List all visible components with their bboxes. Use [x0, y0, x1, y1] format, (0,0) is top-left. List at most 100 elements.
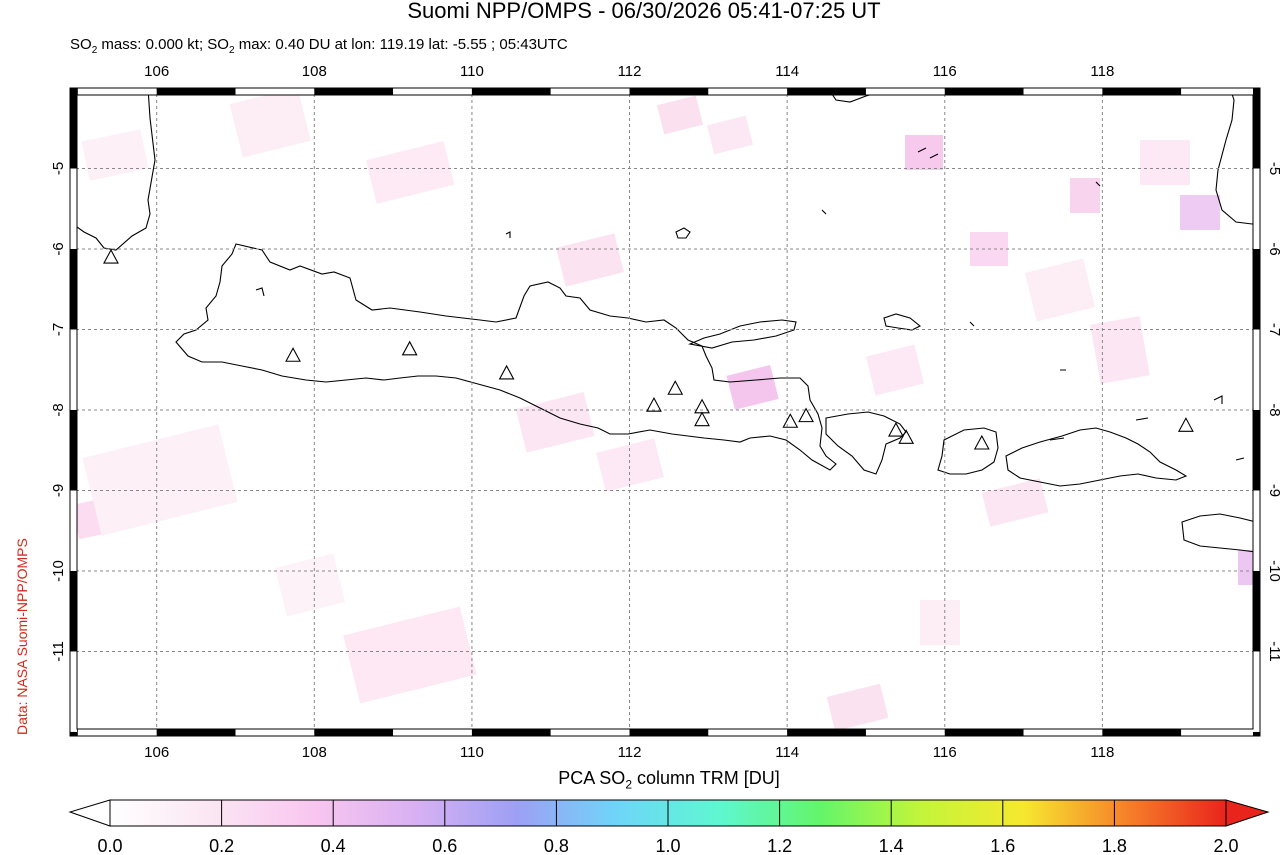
frame-bar-bottom: [1181, 729, 1260, 736]
colorbar-tick-label: 0.4: [321, 836, 346, 855]
lat-tick-right: -9: [1266, 484, 1283, 497]
frame-bar-right: [1253, 651, 1260, 732]
frame-bar-bottom: [471, 729, 551, 736]
frame-bar-top: [235, 88, 315, 95]
colorbar-max-arrow: [1225, 799, 1270, 827]
frame-bar-left: [70, 248, 77, 330]
frame-bar-top: [156, 88, 236, 95]
frame-bar-top: [865, 88, 945, 95]
frame-bar-bottom: [77, 729, 157, 736]
frame-bar-top: [471, 88, 551, 95]
lon-tick-bottom: 118: [1090, 744, 1114, 761]
frame-bar-left: [70, 329, 77, 410]
frame-bar-bottom: [1102, 729, 1182, 736]
frame-bar-top: [550, 88, 630, 95]
lat-tick-right: -7: [1266, 323, 1283, 336]
volcano-marker: [103, 248, 119, 264]
colorbar-title-subscript: 2: [625, 777, 632, 792]
coastlines: [70, 88, 1260, 553]
volcano-marker: [782, 413, 799, 428]
so2-subscript-2: 2: [228, 45, 235, 56]
lat-tick-left: -7: [50, 323, 67, 336]
frame-bar-bottom: [314, 729, 394, 736]
lombok-coast: [937, 427, 999, 475]
colorbar-title: PCA SO2 column TRM [DU]: [0, 768, 1288, 792]
frame-bar-bottom: [1023, 729, 1103, 736]
colorbar-tick-label: 1.2: [767, 836, 792, 855]
madura-coast: [688, 319, 797, 349]
java-coast: [175, 243, 837, 471]
gridlines: [70, 88, 1260, 736]
frame-bar-top: [944, 88, 1024, 95]
lat-tick-left: -5: [50, 162, 67, 175]
lon-tick-bottom: 116: [933, 744, 957, 761]
frame-bar-bottom: [865, 729, 945, 736]
volcano-marker: [401, 340, 418, 356]
sumbawa-coast: [1005, 427, 1188, 487]
so2-pixels: [71, 88, 1260, 731]
frame-bar-right: [1253, 570, 1260, 652]
sumba-coast: [1181, 513, 1260, 553]
frame-bar-top: [708, 88, 788, 95]
volcano-marker: [898, 429, 915, 444]
volcano-marker: [887, 421, 904, 437]
colorbar-title-prefix: PCA SO: [558, 768, 626, 788]
lon-tick-top: 114: [775, 63, 799, 80]
frame-bar-top: [314, 88, 394, 95]
bawean-coast: [675, 227, 691, 239]
small-islands: [255, 147, 1245, 461]
colorbar-tick-label: 1.4: [879, 836, 904, 855]
frame-bar-left: [70, 651, 77, 732]
volcano-marker: [667, 380, 684, 395]
frame-bar-left: [70, 409, 77, 491]
so2-max-text: max: 0.40 DU at lon: 119.19 lat: -5.55 ;…: [234, 36, 568, 53]
colorbar: 0.0 0.2 0.4 0.6 0.8 1.0 1.2 1.4 1.6 1.8 2.0: [68, 799, 1270, 855]
colorbar-tick-label: 1.0: [655, 836, 680, 855]
volcano-markers: [103, 248, 1194, 450]
volcano-marker: [498, 364, 515, 380]
lat-tick-right: -11: [1266, 641, 1283, 662]
so2-prefix: SO: [70, 36, 92, 53]
lon-tick-top: 108: [302, 63, 327, 80]
frame-bar-top: [1181, 88, 1260, 95]
frame-bar-bottom: [787, 729, 866, 736]
frame-bar-top: [1102, 88, 1182, 95]
frame-bar-left: [70, 88, 77, 169]
frame-bar-bottom: [944, 729, 1024, 736]
lon-tick-top: 112: [618, 63, 642, 80]
volcano-marker: [694, 398, 710, 414]
frame-bar-top: [393, 88, 472, 95]
lat-tick-right: -6: [1266, 242, 1283, 255]
lat-tick-left: -11: [50, 641, 67, 662]
colorbar-tick-label: 0.0: [97, 836, 122, 855]
frame-bar-bottom: [393, 729, 472, 736]
lon-tick-bottom: 108: [302, 744, 327, 761]
frame-bar-right: [1253, 88, 1260, 169]
kangean-coast: [883, 313, 922, 331]
frame-inner-border: [76, 94, 1254, 730]
colorbar-min-arrow: [68, 799, 111, 827]
frame-bar-left: [70, 570, 77, 652]
volcano-marker: [694, 411, 710, 427]
colorbar-tick-label: 0.8: [544, 836, 569, 855]
frame-bar-bottom: [708, 729, 788, 736]
lat-tick-right: -10: [1266, 560, 1283, 582]
frame-border: [69, 87, 1261, 737]
lon-tick-bottom: 110: [460, 744, 484, 761]
bali-coast: [825, 411, 907, 475]
lon-tick-bottom: 112: [618, 744, 642, 761]
frame-bar-right: [1253, 490, 1260, 571]
lat-tick-left: -9: [50, 484, 67, 497]
frame-bar-top: [629, 88, 709, 95]
lon-tick-bottom: 106: [144, 744, 169, 761]
frame-bar-right: [1253, 731, 1260, 736]
frame-bar-right: [1253, 329, 1260, 410]
lat-tick-left: -10: [50, 560, 67, 582]
volcano-marker: [798, 407, 814, 423]
volcano-marker: [1177, 417, 1194, 432]
volcano-marker: [973, 434, 990, 450]
so2-mass-text: mass: 0.000 kt; SO: [97, 36, 229, 53]
colorbar-ticks: 0.0 0.2 0.4 0.6 0.8 1.0 1.2 1.4 1.6 1.8 2.0: [97, 800, 1239, 855]
frame-bar-right: [1253, 168, 1260, 249]
